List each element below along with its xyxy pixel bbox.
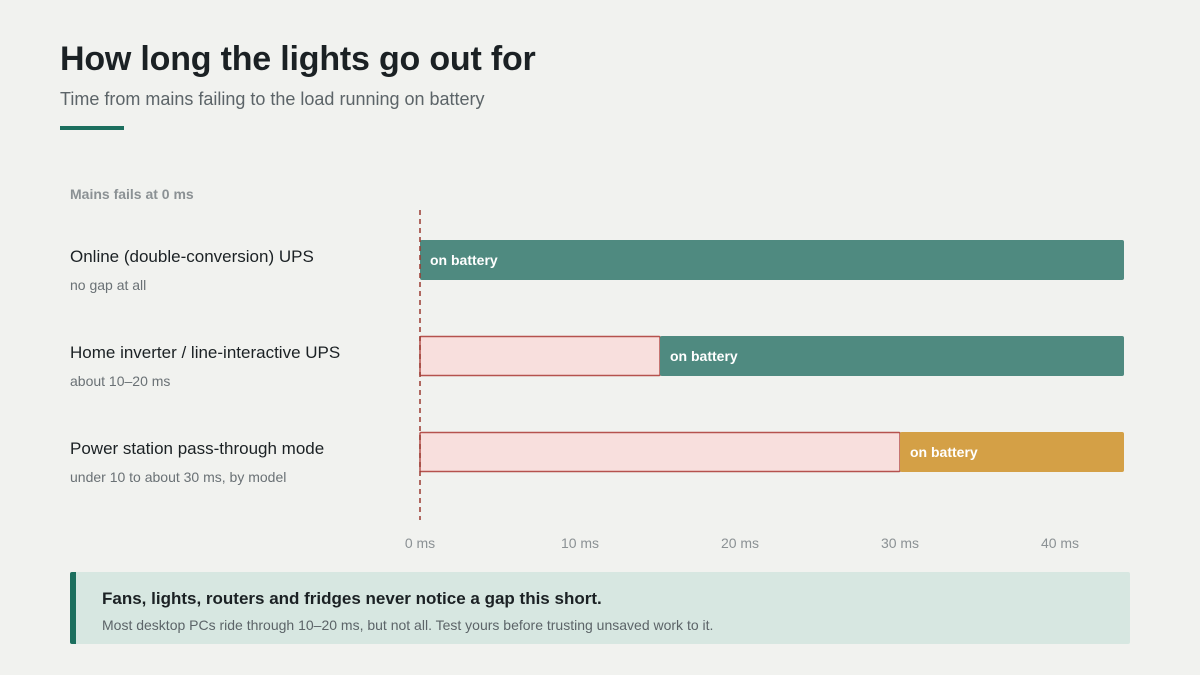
row-label-line-interactive-ups: Home inverter / line-interactive UPS abo… <box>70 343 400 389</box>
battery-bar-label: on battery <box>670 348 738 364</box>
info-callout: Fans, lights, routers and fridges never … <box>70 572 1130 644</box>
chart-title: How long the lights go out for <box>60 40 536 78</box>
x-tick-label: 0 ms <box>405 535 435 551</box>
battery-bar <box>660 336 1124 376</box>
switchover-timeline-chart: on battery on battery on battery 0 ms 10 ms 2… <box>405 210 1124 551</box>
battery-bar <box>900 432 1124 472</box>
row-note: about 10–20 ms <box>70 373 171 389</box>
battery-bar-label: on battery <box>430 252 498 268</box>
callout-body: Most desktop PCs ride through 10–20 ms, … <box>102 617 714 633</box>
battery-bar-label: on battery <box>910 444 978 460</box>
row-title: Online (double-conversion) UPS <box>70 247 314 266</box>
x-tick-label: 10 ms <box>561 535 599 551</box>
row-title: Power station pass-through mode <box>70 439 325 458</box>
callout-headline: Fans, lights, routers and fridges never … <box>102 589 602 608</box>
mains-fail-marker-label: Mains fails at 0 ms <box>70 186 194 202</box>
row-label-online-ups: Online (double-conversion) UPS no gap at… <box>70 247 400 293</box>
chart-subtitle: Time from mains failing to the load runn… <box>60 89 485 109</box>
title-accent-rule <box>60 126 124 130</box>
gap-bar <box>419 431 901 473</box>
row-label-power-station: Power station pass-through mode under 10… <box>70 439 400 485</box>
battery-bar <box>420 240 1124 280</box>
gap-bar <box>419 335 661 377</box>
row-note: no gap at all <box>70 277 147 293</box>
x-tick-label: 40 ms <box>1041 535 1079 551</box>
x-tick-label: 20 ms <box>721 535 759 551</box>
x-tick-label: 30 ms <box>881 535 919 551</box>
row-note: under 10 to about 30 ms, by model <box>70 469 287 485</box>
row-title: Home inverter / line-interactive UPS <box>70 343 341 362</box>
